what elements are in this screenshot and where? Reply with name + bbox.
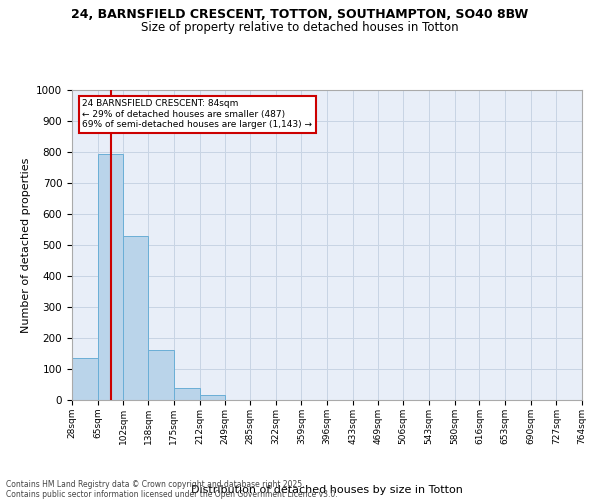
Bar [98,154,123,400]
Bar [199,396,225,400]
Text: 24 BARNSFIELD CRESCENT: 84sqm
← 29% of detached houses are smaller (487)
69% of : 24 BARNSFIELD CRESCENT: 84sqm ← 29% of d… [82,100,312,129]
Bar [148,350,174,400]
Y-axis label: Number of detached properties: Number of detached properties [20,158,31,332]
Text: Size of property relative to detached houses in Totton: Size of property relative to detached ho… [141,21,459,34]
Text: Distribution of detached houses by size in Totton: Distribution of detached houses by size … [191,485,463,495]
Bar [174,388,199,400]
Bar [123,236,148,400]
Text: 24, BARNSFIELD CRESCENT, TOTTON, SOUTHAMPTON, SO40 8BW: 24, BARNSFIELD CRESCENT, TOTTON, SOUTHAM… [71,8,529,20]
Text: Contains HM Land Registry data © Crown copyright and database right 2025.
Contai: Contains HM Land Registry data © Crown c… [6,480,338,499]
Bar [72,358,98,400]
